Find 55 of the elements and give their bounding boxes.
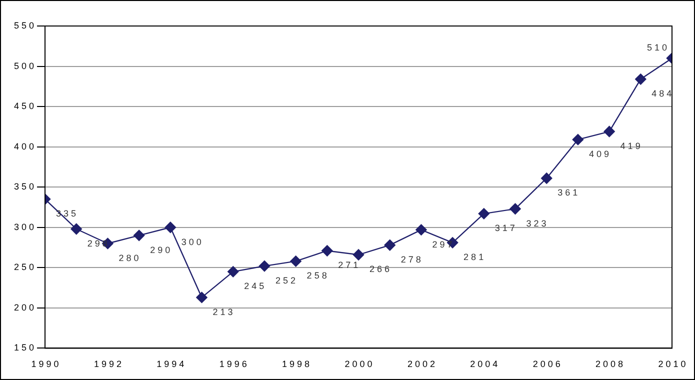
data-label: 2 8 1 [464,252,484,262]
y-tick-label: 3 0 0 [14,222,34,232]
point [384,239,396,251]
point [322,245,333,256]
x-tick-label: 1 9 9 4 [156,359,184,370]
y-tick-label: 1 5 0 [14,342,34,353]
data-label: 4 0 9 [588,149,609,160]
data-label: 2 5 2 [275,276,296,286]
x-tick-label: 1 9 9 8 [282,359,310,370]
x-tick-label: 1 9 9 6 [219,359,247,370]
point [510,203,521,214]
point [635,74,646,85]
data-label: 4 1 9 [620,141,640,152]
data-label: 2 4 5 [244,281,264,292]
data-label: 2 8 0 [118,252,139,263]
point [604,126,615,138]
data-label: 3 0 0 [181,236,202,247]
data-label: 3 1 7 [494,223,515,234]
data-label: 3 6 1 [558,188,578,198]
x-tick-label: 1 9 9 0 [31,359,59,370]
data-label: 2 7 1 [338,260,358,270]
point [352,249,364,260]
x-tick-label: 2 0 1 0 [658,359,686,370]
point [416,224,427,236]
point [70,223,82,235]
x-tick-label: 2 0 0 4 [470,359,498,370]
data-label: 5 1 0 [646,42,667,53]
y-tick-label: 5 5 0 [14,20,34,30]
x-tick-label: 2 0 0 8 [596,359,624,370]
x-tick-label: 2 0 0 2 [407,359,435,370]
y-tick-label: 2 0 0 [14,302,34,312]
data-label: 2 1 3 [212,306,233,317]
point [478,208,490,220]
point [572,134,584,146]
y-tick-label: 5 0 0 [14,60,34,71]
data-label: 3 2 3 [526,218,546,228]
point [541,172,552,184]
x-tick-label: 2 0 0 0 [344,359,372,370]
y-tick-label: 3 5 0 [14,182,34,192]
point [133,230,145,242]
data-label: 2 6 6 [370,264,390,274]
data-label: 4 8 4 [652,88,672,99]
data-label: 2 5 8 [306,270,327,281]
x-tick-label: 2 0 0 6 [532,359,560,370]
point [228,266,239,278]
y-tick-label: 4 0 0 [14,141,34,152]
point [258,260,270,272]
point [290,256,302,267]
y-tick-label: 4 5 0 [14,101,34,112]
x-tick-label: 1 9 9 2 [94,359,122,370]
point [164,222,176,233]
data-label: 2 7 8 [400,254,421,265]
y-tick-label: 2 5 0 [14,262,34,272]
data-label: 2 9 0 [150,244,170,255]
point [196,292,208,304]
